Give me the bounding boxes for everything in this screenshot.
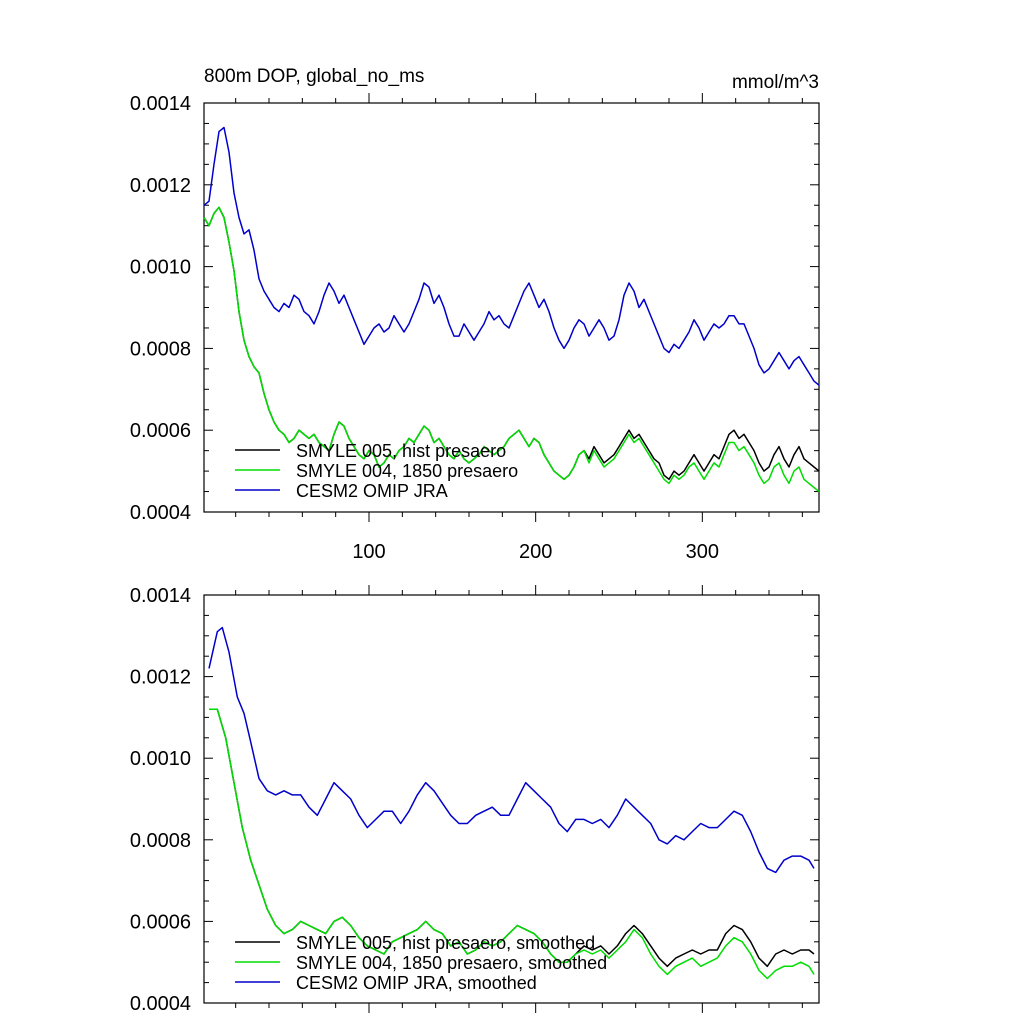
- legend-label-2: CESM2 OMIP JRA: [296, 481, 448, 501]
- y-tick-label: 0.0004: [130, 993, 191, 1015]
- legend-label-0: SMYLE 005, hist presaero: [296, 441, 506, 461]
- y-tick-label: 0.0006: [130, 911, 191, 933]
- series-line-2: [203, 126, 820, 386]
- top-panel: 0.0004 0.0006 0.0008 0.0010 0.0012 0.0014 100 2…: [130, 66, 820, 563]
- series-line-0: [209, 708, 815, 968]
- y-tick-label: 0.0014: [130, 93, 191, 115]
- y-tick-label: 0.0010: [130, 748, 191, 770]
- legend-label-1: SMYLE 004, 1850 presaero: [296, 461, 518, 481]
- y-tick-label: 0.0008: [130, 830, 191, 852]
- legend-label-1: SMYLE 004, 1850 presaero, smoothed: [296, 953, 607, 973]
- bottom-panel: 0.0004 0.0006 0.0008 0.0010 0.0012 0.0014 SMYL…: [130, 585, 820, 1015]
- legend-label-0: SMYLE 005, hist presaero, smoothed: [296, 933, 595, 953]
- y-tick-label: 0.0008: [130, 338, 191, 360]
- series-line-2: [208, 626, 815, 874]
- y-tick-label: 0.0012: [130, 175, 191, 197]
- y-tick-label: 0.0004: [130, 502, 191, 524]
- y-tick-label: 0.0006: [130, 420, 191, 442]
- series-line-1: [203, 206, 820, 493]
- x-tick-label: 200: [519, 541, 552, 563]
- x-tick-label: 100: [352, 541, 385, 563]
- y-tick-label: 0.0012: [130, 667, 191, 689]
- legend-label-2: CESM2 OMIP JRA, smoothed: [296, 973, 537, 993]
- chart-title: 800m DOP, global_no_ms: [204, 66, 424, 87]
- y-tick-label: 0.0014: [130, 585, 191, 607]
- x-tick-label: 300: [686, 541, 719, 563]
- series-line-0: [203, 206, 820, 481]
- y-tick-label: 0.0010: [130, 257, 191, 279]
- units-label: mmol/m^3: [732, 72, 819, 93]
- series-line-1: [209, 708, 815, 980]
